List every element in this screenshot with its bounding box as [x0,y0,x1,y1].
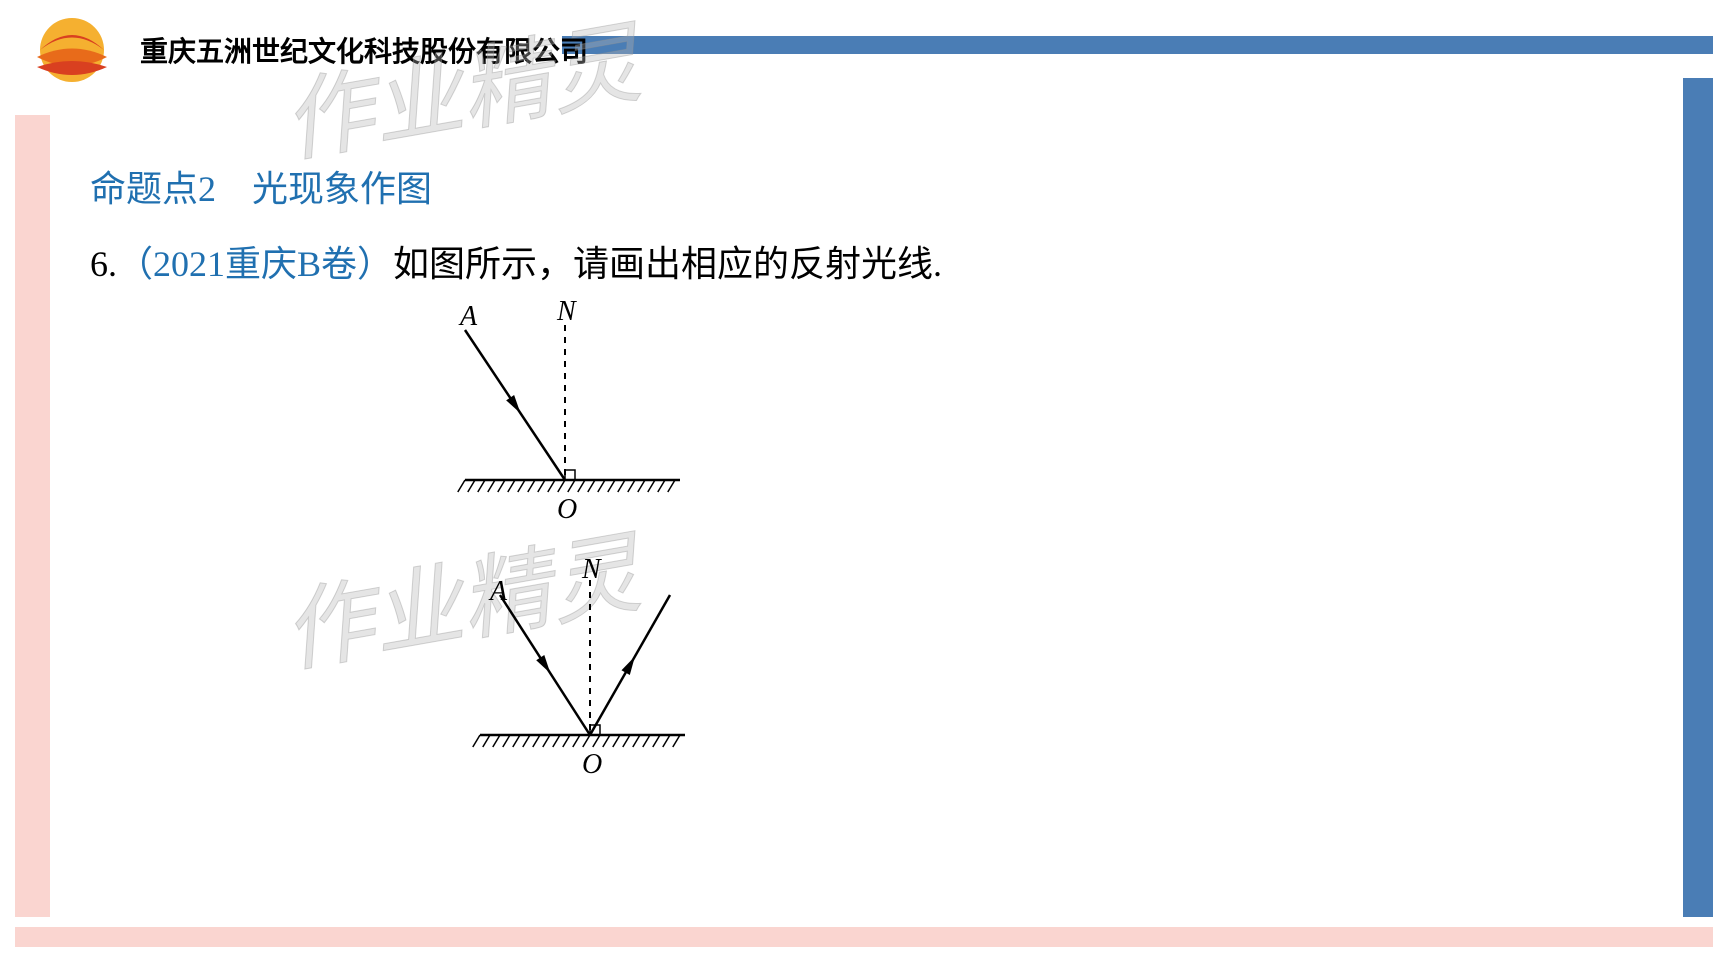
watermark-1: 作业精灵 [271,0,648,180]
company-name: 重庆五洲世纪文化科技股份有限公司 [140,30,588,70]
diagram-container: A N O A N O [420,300,1020,560]
header-bar [562,36,1713,54]
question-text: 6.（2021重庆B卷）如图所示，请画出相应的反射光线. [90,237,1658,291]
svg-text:A: A [488,576,508,607]
diagram-2: A N O [460,555,740,805]
svg-text:N: N [581,555,602,585]
question-body: 如图所示，请画出相应的反射光线. [393,244,942,284]
svg-text:O: O [557,494,577,525]
logo-icon [25,15,120,85]
company-logo [25,15,120,85]
svg-text:N: N [556,300,577,327]
right-sidebar [1683,78,1713,917]
question-source: （2021重庆B卷） [117,244,393,284]
svg-text:A: A [458,301,478,332]
section-title: 命题点2 光现象作图 [90,160,1658,212]
question-number: 6. [90,244,117,284]
bottom-bar [15,927,1713,947]
content-area: 命题点2 光现象作图 6.（2021重庆B卷）如图所示，请画出相应的反射光线. [90,160,1658,291]
diagram-1: A N O [420,300,700,550]
left-sidebar [15,115,50,917]
svg-text:O: O [582,749,602,780]
